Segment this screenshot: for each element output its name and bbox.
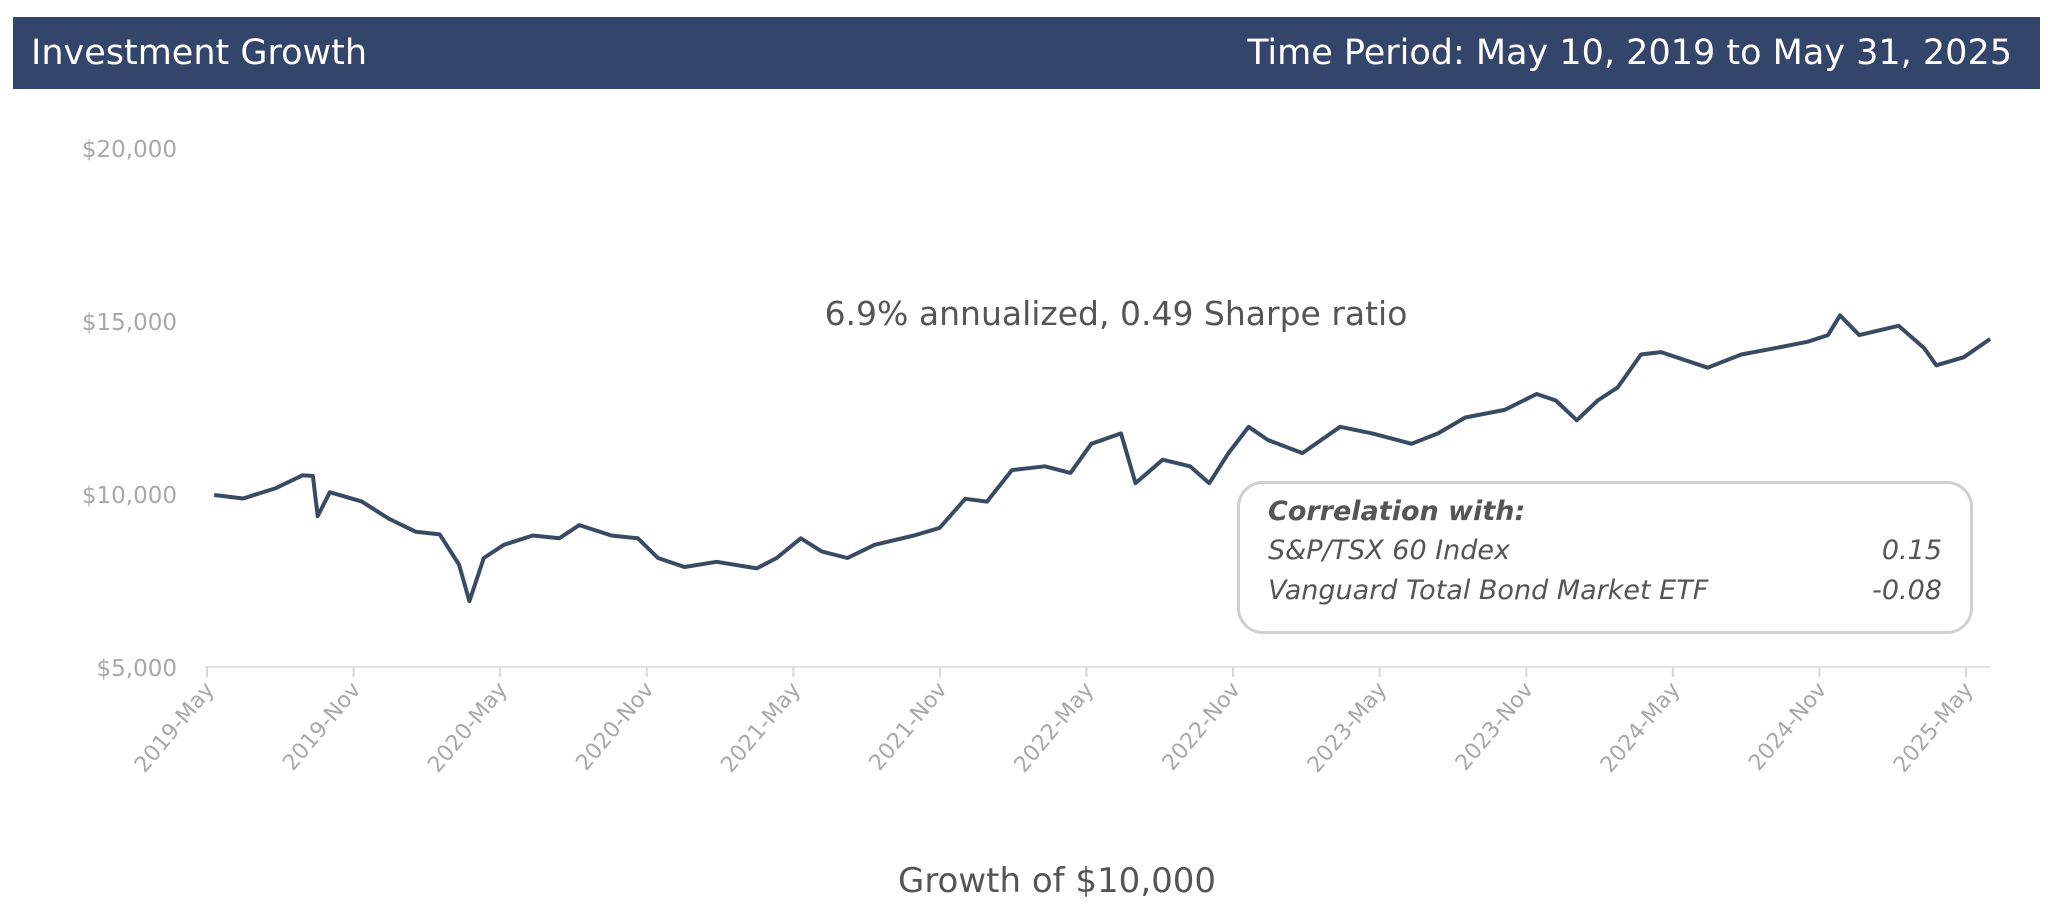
correlation-row: Vanguard Total Bond Market ETF -0.08 bbox=[1268, 571, 1942, 611]
x-tick-label: 2022-May bbox=[1010, 678, 1099, 778]
correlation-name: Vanguard Total Bond Market ETF bbox=[1268, 575, 1709, 606]
correlation-title: Correlation with: bbox=[1268, 496, 1526, 527]
y-tick-label: $10,000 bbox=[82, 483, 177, 509]
time-period: Time Period: May 10, 2019 to May 31, 202… bbox=[1247, 33, 2012, 73]
x-axis: 2019-May 2019-Nov 2020-May 2020-Nov 2021-May… bbox=[130, 667, 1979, 778]
chart-header: Investment Growth Time Period: May 10, 2… bbox=[13, 17, 2040, 89]
x-tick-label: 2023-May bbox=[1303, 678, 1392, 778]
x-tick-label: 2019-May bbox=[130, 678, 219, 778]
x-tick-label: 2021-May bbox=[716, 678, 805, 778]
series-line bbox=[213, 313, 1992, 604]
x-axis-title: Growth of $10,000 bbox=[898, 861, 1216, 901]
correlation-row: S&P/TSX 60 Index 0.15 bbox=[1268, 531, 1942, 571]
correlation-name: S&P/TSX 60 Index bbox=[1268, 535, 1511, 566]
x-tick-label: 2024-May bbox=[1596, 678, 1685, 778]
chart-title: Investment Growth bbox=[31, 33, 368, 73]
x-tick-label: 2020-May bbox=[423, 678, 512, 778]
x-tick-label: 2021-Nov bbox=[865, 678, 953, 776]
correlation-box: Correlation with: S&P/TSX 60 Index 0.15 … bbox=[1237, 481, 1973, 634]
x-tick-label: 2022-Nov bbox=[1158, 678, 1246, 776]
x-tick-label: 2020-Nov bbox=[571, 678, 659, 776]
correlation-value: 0.15 bbox=[1881, 535, 1942, 566]
x-tick-label: 2025-May bbox=[1889, 678, 1978, 778]
x-tick-label: 2019-Nov bbox=[278, 678, 366, 776]
x-tick-label: 2023-Nov bbox=[1451, 678, 1539, 776]
y-tick-label: $5,000 bbox=[97, 656, 177, 682]
x-tick-label: 2024-Nov bbox=[1744, 678, 1832, 776]
annotation: 6.9% annualized, 0.49 Sharpe ratio bbox=[825, 294, 1408, 333]
y-tick-label: $15,000 bbox=[82, 310, 177, 336]
y-axis: $20,000 $15,000 $10,000 $5,000 bbox=[82, 137, 177, 682]
correlation-value: -0.08 bbox=[1872, 575, 1942, 606]
y-tick-label: $20,000 bbox=[82, 137, 177, 163]
